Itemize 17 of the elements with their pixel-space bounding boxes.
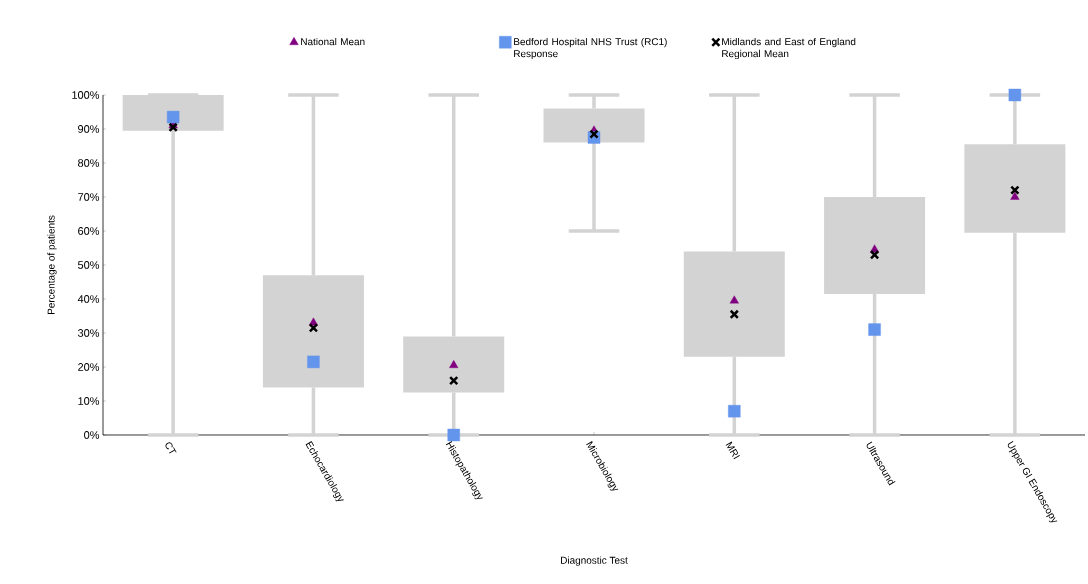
y-tick-label: 20% — [78, 363, 100, 371]
y-axis-title: Percentage of patients — [47, 215, 57, 315]
y-tick-label: 80% — [78, 159, 100, 167]
legend-label: Bedford Hospital NHS Trust (RC1) Response — [514, 37, 667, 60]
y-tick-label: 30% — [77, 329, 100, 337]
y-tick-label: 0% — [84, 431, 100, 439]
y-tick-label: 40% — [77, 295, 100, 303]
y-tick-label: 90% — [78, 125, 100, 133]
x-tick-label: CT — [165, 442, 177, 454]
y-tick-label: 100% — [72, 91, 100, 99]
x-axis-title: Diagnostic Test — [561, 556, 628, 566]
y-tick-label: 60% — [78, 227, 100, 235]
y-tick-label: 10% — [78, 397, 100, 405]
legend-label: Midlands and East of England Regional Mean — [722, 37, 856, 60]
y-tick-label: 70% — [78, 193, 100, 201]
legend-label: National Mean — [301, 37, 365, 46]
y-tick-label: 50% — [77, 261, 100, 269]
